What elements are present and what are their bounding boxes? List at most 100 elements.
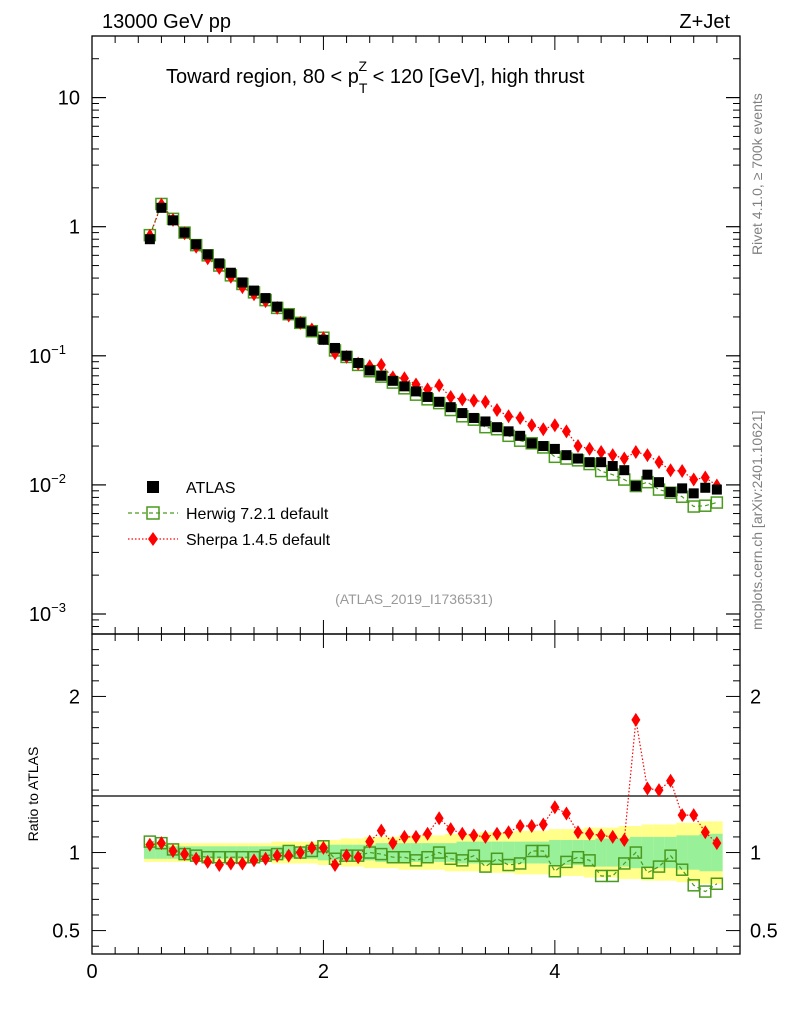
ratio-point-sherpa (318, 840, 328, 855)
data-point-sherpa (446, 389, 456, 404)
legend-marker-herwig (146, 506, 160, 520)
inner-band-bin (236, 846, 249, 859)
ratio-point-sherpa (700, 825, 710, 840)
inner-band-bin (468, 841, 480, 864)
ratio-point-sherpa (573, 825, 583, 840)
ratio-point-sherpa (538, 817, 548, 832)
data-point-atlas (457, 408, 468, 419)
data-point-sherpa (538, 422, 548, 437)
data-point-sherpa (654, 455, 664, 470)
data-point-atlas (168, 215, 178, 226)
ratio-point-herwig (710, 877, 724, 891)
y-tick-label: 10−3 (29, 600, 66, 626)
y-tick-label: 10−1 (29, 342, 66, 368)
data-point-atlas (249, 285, 259, 296)
x-axis-ticks: 0 2 4 (86, 36, 741, 983)
legend: ATLAS Herwig 7.2.1 default Sherpa 1.4.5 … (128, 480, 331, 549)
y-tick-label: 1 (69, 217, 80, 239)
inner-band-bin (502, 841, 515, 864)
data-point-atlas (642, 469, 653, 480)
ratio-point-sherpa (388, 836, 398, 851)
data-point-atlas (630, 481, 641, 492)
legend-label-sherpa: Sherpa 1.4.5 default (186, 532, 331, 549)
data-point-atlas (260, 293, 271, 304)
ratio-point-sherpa (168, 843, 178, 858)
inner-band-bin (664, 836, 677, 869)
inner-band-bin (225, 846, 237, 859)
ratio-point-sherpa (619, 833, 629, 848)
y-tick-label: 10 (58, 88, 80, 110)
inner-band-bin (560, 840, 573, 866)
data-point-atlas (411, 386, 421, 397)
inner-band-bin (549, 840, 561, 866)
data-point-sherpa (492, 403, 502, 418)
rivet-version-label: Rivet 4.1.0, ≥ 700k events (749, 93, 765, 255)
inner-band-bin (595, 838, 607, 867)
ratio-point-sherpa (631, 712, 641, 727)
ratio-point-sherpa (214, 858, 224, 873)
data-point-atlas (434, 396, 445, 407)
data-point-sherpa (550, 418, 560, 433)
data-point-atlas (202, 249, 213, 260)
ratio-point-sherpa (689, 808, 699, 823)
ratio-point-herwig (513, 857, 527, 870)
ratio-point-herwig (618, 857, 631, 870)
data-point-atlas (387, 375, 398, 386)
ratio-point-herwig (548, 865, 562, 878)
data-point-atlas (179, 227, 190, 238)
ratio-tick-label-right: 0.5 (750, 921, 778, 943)
ratio-tick-label-left: 2 (69, 686, 80, 708)
ratio-point-sherpa (515, 819, 525, 833)
title-superscript: Z (358, 58, 367, 74)
inner-band-bin (375, 843, 388, 862)
data-point-atlas (503, 426, 514, 437)
ratio-point-sherpa (561, 806, 571, 821)
data-point-atlas (364, 365, 375, 376)
data-point-atlas (619, 465, 630, 476)
inner-band-bin (572, 840, 584, 866)
ratio-point-herwig (583, 854, 596, 867)
ratio-point-sherpa (677, 808, 687, 823)
ratio-point-sherpa (226, 856, 236, 871)
ratio-point-herwig (606, 869, 619, 883)
inner-band-bin (676, 835, 688, 870)
ratio-point-herwig (652, 860, 666, 873)
ratio-point-sherpa (446, 822, 456, 837)
ratio-point-herwig (664, 849, 677, 862)
ratio-point-sherpa (156, 836, 166, 851)
data-point-herwig (710, 496, 724, 509)
data-point-atlas (156, 202, 167, 213)
ratio-point-sherpa (342, 848, 352, 863)
main-y-axis-ticks: 10−3 10−2 10−1 1 10 (29, 35, 740, 635)
inner-band-bin (606, 838, 619, 867)
data-point-sherpa (666, 463, 676, 478)
data-point-atlas (480, 416, 491, 427)
ratio-tick-label-right: 2 (750, 686, 761, 708)
ratio-point-sherpa (330, 858, 340, 873)
data-point-sherpa (642, 448, 652, 463)
data-point-atlas (492, 422, 502, 433)
inner-band-bin (479, 841, 492, 864)
ratio-point-sherpa (434, 811, 444, 826)
ratio-point-sherpa (608, 829, 618, 844)
ratio-point-sherpa (469, 828, 479, 843)
data-point-atlas (711, 484, 722, 495)
data-point-sherpa (480, 394, 490, 409)
ratio-point-sherpa (307, 840, 317, 855)
ratio-point-sherpa (457, 826, 467, 841)
data-point-atlas (468, 412, 479, 423)
data-point-atlas (515, 430, 526, 441)
ratio-point-sherpa (365, 834, 375, 849)
ratio-point-herwig (629, 846, 643, 859)
data-point-atlas (654, 477, 664, 488)
data-point-atlas (677, 483, 688, 494)
ratio-point-sherpa (295, 845, 305, 860)
data-point-atlas (353, 357, 364, 368)
ratio-y-axis-ticks: 0.5 0.5 1 1 2 2 (52, 633, 778, 947)
data-point-sherpa (700, 470, 710, 485)
ratio-point-sherpa (284, 848, 294, 863)
data-point-atlas (607, 461, 618, 472)
data-point-sherpa (469, 393, 479, 408)
ratio-point-sherpa (480, 829, 490, 844)
